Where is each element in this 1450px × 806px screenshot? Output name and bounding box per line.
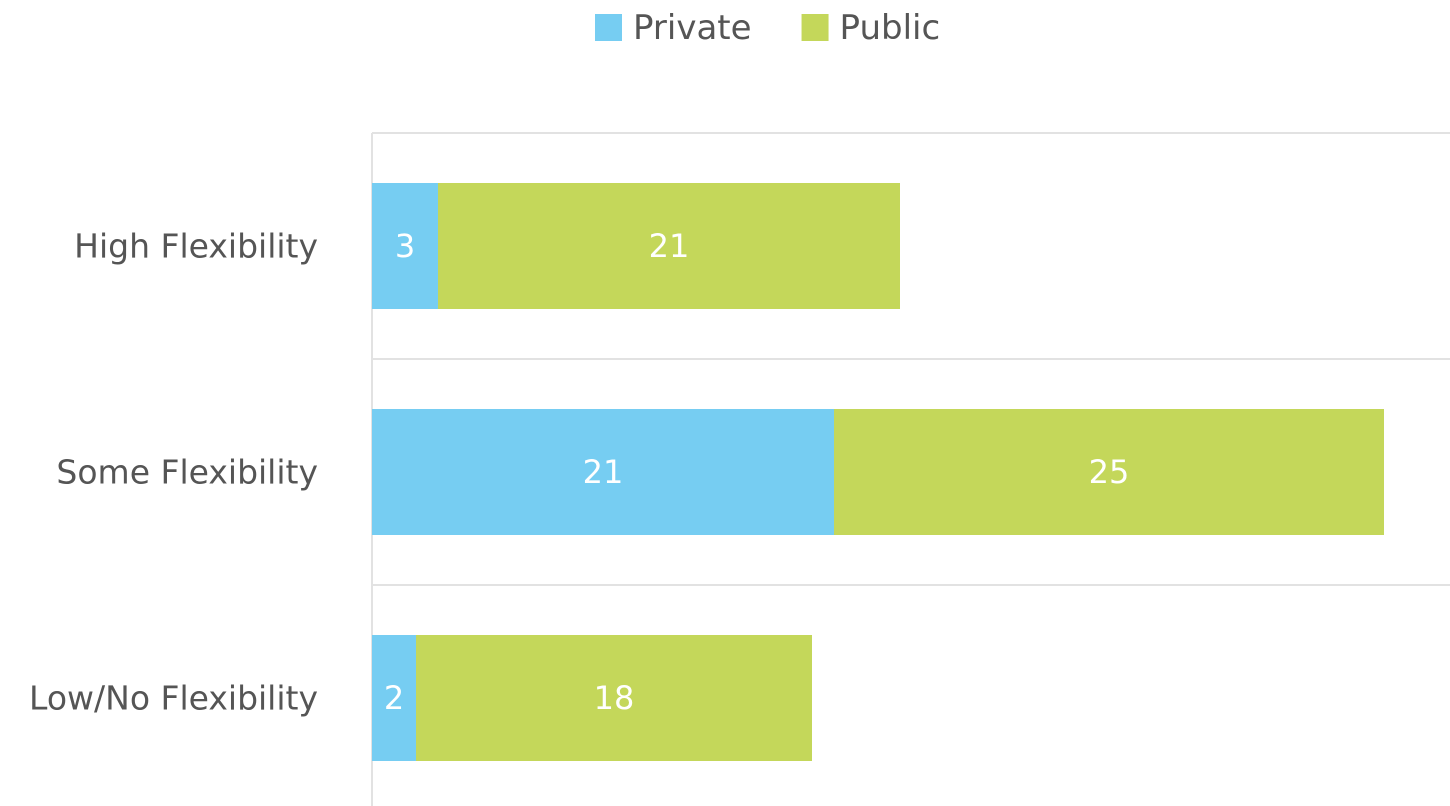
bar-segment xyxy=(372,635,416,761)
bar-segment xyxy=(372,183,438,309)
category-label: Low/No Flexibility xyxy=(29,679,318,718)
legend-swatch xyxy=(595,14,622,41)
value-label: 25 xyxy=(1089,453,1130,491)
value-label: 2 xyxy=(384,679,404,717)
bar-segment xyxy=(438,183,900,309)
category-label: Some Flexibility xyxy=(56,453,318,492)
category-label: High Flexibility xyxy=(74,227,318,266)
legend-label: Private xyxy=(633,8,752,48)
legend-swatch xyxy=(801,14,829,41)
bar-segment xyxy=(416,635,812,761)
legend-label: Public xyxy=(840,8,941,48)
value-label: 3 xyxy=(395,227,415,265)
value-label: 18 xyxy=(594,679,635,717)
value-label: 21 xyxy=(649,227,690,265)
bar-segment xyxy=(834,409,1384,535)
value-label: 21 xyxy=(583,453,624,491)
bar-segment xyxy=(372,409,834,535)
